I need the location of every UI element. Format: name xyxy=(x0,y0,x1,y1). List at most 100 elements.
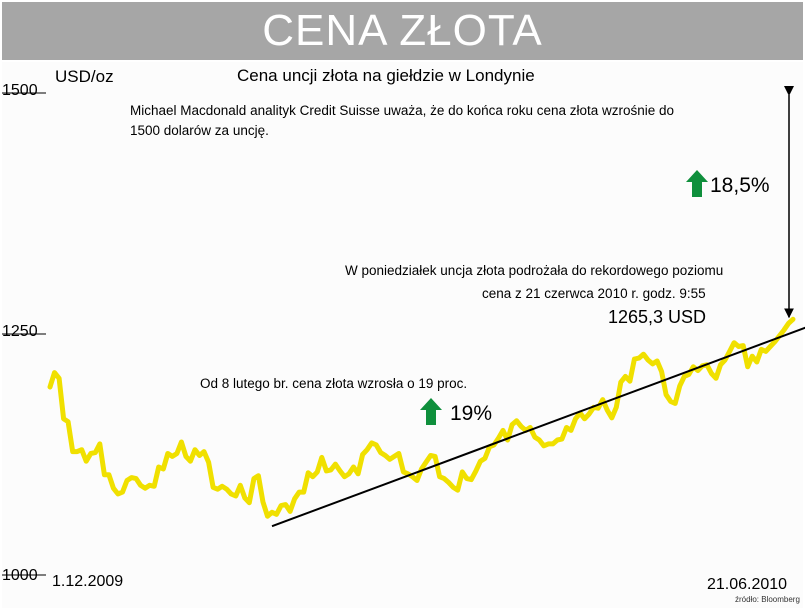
data-point xyxy=(538,438,541,442)
page-title: CENA ZŁOTA xyxy=(262,6,543,55)
data-point xyxy=(628,380,632,383)
data-point xyxy=(284,503,287,506)
data-point xyxy=(746,365,749,368)
data-point xyxy=(125,479,129,482)
chart-title: Cena uncji złota na giełdzie w Londynie xyxy=(237,66,535,85)
data-point xyxy=(782,328,786,332)
data-point xyxy=(424,461,428,464)
data-point xyxy=(773,340,777,343)
data-point xyxy=(583,417,586,420)
data-point xyxy=(153,485,156,488)
data-point xyxy=(370,441,373,445)
data-point xyxy=(565,426,568,429)
data-point xyxy=(89,452,93,455)
data-point xyxy=(655,359,659,363)
data-point xyxy=(393,455,396,458)
data-point xyxy=(669,400,672,403)
data-point xyxy=(637,356,641,360)
analyst-forecast-note: Michael Macdonald analityk Credit Suisse… xyxy=(130,103,675,138)
data-point xyxy=(225,488,228,491)
data-point xyxy=(62,417,65,420)
data-point xyxy=(755,360,758,364)
data-point xyxy=(692,365,695,368)
data-point xyxy=(207,461,210,464)
data-point xyxy=(447,481,450,484)
data-point xyxy=(610,416,613,420)
data-point xyxy=(388,458,391,461)
data-point xyxy=(520,425,523,428)
data-point xyxy=(98,442,102,446)
data-point xyxy=(275,513,278,516)
data-point xyxy=(76,450,79,453)
data-point xyxy=(216,488,219,491)
data-point xyxy=(411,475,414,478)
y-axis-unit: USD/oz xyxy=(55,67,114,86)
data-point xyxy=(257,474,260,477)
title-banner: CENA ZŁOTA xyxy=(2,2,803,60)
data-point xyxy=(397,452,400,455)
data-point xyxy=(221,485,224,488)
data-point xyxy=(352,465,355,469)
data-point xyxy=(243,496,246,500)
data-point xyxy=(764,350,767,353)
y-tick-label: 1250 xyxy=(2,323,38,340)
data-point xyxy=(66,420,70,423)
data-point xyxy=(674,402,677,405)
data-point xyxy=(742,344,745,347)
data-point xyxy=(642,353,645,356)
data-point xyxy=(248,501,251,504)
data-point xyxy=(365,448,369,451)
x-start-label: 1.12.2009 xyxy=(52,573,124,590)
data-point xyxy=(266,515,269,518)
data-point xyxy=(375,443,378,447)
data-point xyxy=(569,429,573,432)
data-point xyxy=(515,419,518,422)
data-point xyxy=(171,455,174,458)
data-point xyxy=(751,355,754,358)
data-point xyxy=(379,451,382,454)
data-point xyxy=(542,444,545,447)
data-point xyxy=(116,492,120,496)
data-point xyxy=(501,429,505,432)
data-point xyxy=(234,494,237,498)
data-point xyxy=(633,357,636,361)
data-point xyxy=(270,511,274,514)
data-point xyxy=(193,448,197,451)
data-point xyxy=(112,487,115,490)
data-point xyxy=(456,489,459,492)
data-point xyxy=(211,486,215,489)
data-point xyxy=(415,479,419,482)
data-point xyxy=(678,384,681,388)
price-series-line xyxy=(47,316,796,519)
data-point xyxy=(461,470,464,474)
data-point xyxy=(760,348,763,351)
data-point xyxy=(279,504,283,507)
data-point xyxy=(175,452,179,455)
data-point xyxy=(429,454,432,457)
data-point xyxy=(606,409,609,412)
data-point xyxy=(361,453,364,456)
data-point xyxy=(433,455,437,458)
data-point xyxy=(732,341,736,344)
data-point xyxy=(510,423,514,426)
data-point xyxy=(130,476,133,479)
data-point xyxy=(230,492,233,496)
data-point xyxy=(338,469,342,473)
data-point xyxy=(71,450,74,453)
data-point xyxy=(787,322,790,325)
data-point xyxy=(719,363,722,366)
data-point xyxy=(316,470,319,474)
data-point xyxy=(103,473,106,476)
data-point xyxy=(157,465,160,469)
pct-since-feb-label: 19% xyxy=(450,402,493,425)
y-tick-label: 1000 xyxy=(2,567,38,584)
data-point xyxy=(574,417,577,420)
source-label: źródło: Bloomberg xyxy=(735,595,800,604)
data-point xyxy=(470,478,473,481)
data-point xyxy=(619,381,622,384)
up-arrow-icon xyxy=(420,398,442,425)
rise-since-feb-note: Od 8 lutego br. cena złota wzrosła o 19 … xyxy=(200,376,468,391)
data-point xyxy=(162,467,165,471)
data-point xyxy=(384,454,387,457)
data-point xyxy=(723,358,727,362)
